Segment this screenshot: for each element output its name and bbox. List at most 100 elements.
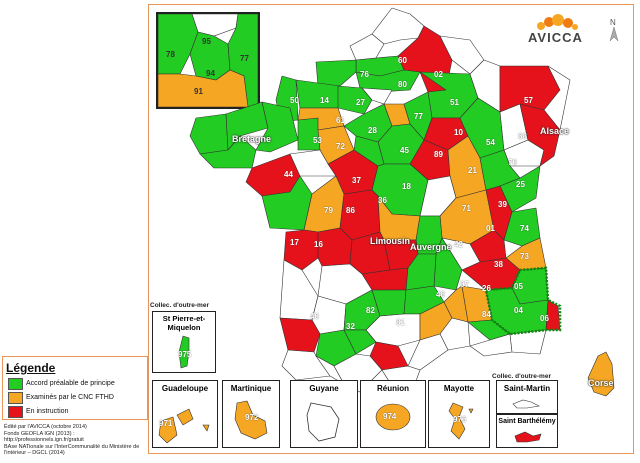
paca-border [484,266,562,336]
dept-corse [587,351,615,397]
guyane-title: Guyane [309,384,339,393]
legend-label-examines: Examinés par le CNC FTHD [26,394,114,401]
label-50: 50 [290,96,299,105]
guadeloupe-box: Guadeloupe 971 [152,380,218,448]
footer-line: Édité par l'AVICCA (octobre 2014) [4,424,87,430]
label-18: 18 [402,182,411,191]
label-68: 68 [518,132,527,141]
st-pierre-map [178,335,190,369]
label-38: 38 [494,260,503,269]
logo-dots-icon [537,14,578,30]
region-corse: Corse [588,378,614,388]
label-02: 02 [434,70,443,79]
martinique-box: Martinique 972 [222,380,280,448]
dept-74 [503,207,541,247]
paris-inset-map [157,13,259,108]
region-bretagne: Bretagne [232,134,272,144]
reunion-box: Réunion 974 [360,380,426,448]
label-inset-91: 91 [194,87,203,96]
label-972: 972 [245,413,259,422]
saint-martin-box: Saint-Martin [496,380,558,414]
saint-barthelemy-box: Saint Barthélémy [496,414,558,448]
label-04: 04 [514,306,523,315]
dept-33 [279,259,319,321]
legend-box [2,356,148,420]
label-42: 42 [454,240,463,249]
guyane-map [306,402,340,442]
reunion-map [375,403,411,431]
label-72: 72 [336,142,345,151]
guyane-box: Guyane [290,380,358,448]
label-45: 45 [400,146,409,155]
st-pierre-box: St Pierre-et-Miquelon 975 [152,311,216,373]
dept-62 [349,33,385,61]
logo-text: AVICCA [528,30,583,45]
label-74: 74 [520,224,529,233]
label-77: 77 [414,112,423,121]
saint-martin-title: Saint-Martin [503,384,551,393]
dept-35 [255,101,299,153]
label-54: 54 [486,138,495,147]
label-inset-94: 94 [206,69,215,78]
label-14: 14 [320,96,329,105]
region-auvergne: Auvergne [410,242,452,252]
label-inset-95: 95 [202,37,211,46]
label-70: 70 [508,158,517,167]
label-40: 40 [310,312,319,321]
legend-swatch-accord [8,378,23,390]
footer-line: l'intérieur – DGCL (2014) [4,450,65,456]
mayotte-map [448,402,474,440]
martinique-title: Martinique [230,384,272,393]
label-51: 51 [450,98,459,107]
label-32: 32 [346,322,355,331]
footer-line: http://professionnels.ign.fr/gratuit [4,437,84,443]
label-39: 39 [498,200,507,209]
reunion-title: Réunion [377,384,409,393]
dept-59 [371,7,425,45]
label-79: 79 [324,206,333,215]
dept-86 [339,189,381,241]
dept-41 [353,135,385,167]
dept-63 [405,253,437,291]
dept-53 [297,117,321,151]
label-05: 05 [514,282,523,291]
label-48: 48 [436,290,445,299]
north-label: N [610,18,616,27]
label-27: 27 [356,98,365,107]
mayotte-title: Mayotte [443,384,475,393]
dept-29 [189,113,229,155]
avicca-logo: AVICCA [524,14,584,45]
saint-barthelemy-map [514,431,542,443]
north-arrow: N [608,18,624,42]
martinique-map [234,400,268,440]
label-974: 974 [383,412,397,421]
label-81: 81 [396,318,405,327]
label-16: 16 [314,240,323,249]
legend-label-accord: Accord préalable de principe [26,380,115,387]
saint-barthelemy-title: Saint Barthélémy [498,418,556,425]
label-26: 26 [482,284,491,293]
label-44: 44 [284,170,293,179]
label-76: 76 [360,70,369,79]
footer-line: Fonds GEOFLA IGN (2013) : [4,430,75,437]
label-975: 975 [178,350,192,359]
legend-swatch-instruction [8,406,23,418]
label-10: 10 [454,128,463,137]
legend-title: Légende [6,361,56,375]
label-07: 07 [460,280,469,289]
label-82: 82 [366,306,375,315]
outremer-bottom-title: Collec. d'outre-mer [492,373,551,380]
mayotte-box: Mayotte 976 [428,380,490,448]
footer-credits: Édité par l'AVICCA (octobre 2014) Fonds … [4,424,139,457]
label-84: 84 [482,310,491,319]
paris-inset: 78 95 94 77 91 [156,12,260,109]
footer-line: BAse NATionale sur l'InterCommunalité du… [4,443,140,450]
label-73: 73 [520,252,529,261]
label-86: 86 [346,206,355,215]
guadeloupe-title: Guadeloupe [161,384,209,393]
dept-40 [279,317,321,353]
label-53: 53 [313,136,322,145]
label-06: 06 [540,314,549,323]
dept-79 [303,175,345,233]
